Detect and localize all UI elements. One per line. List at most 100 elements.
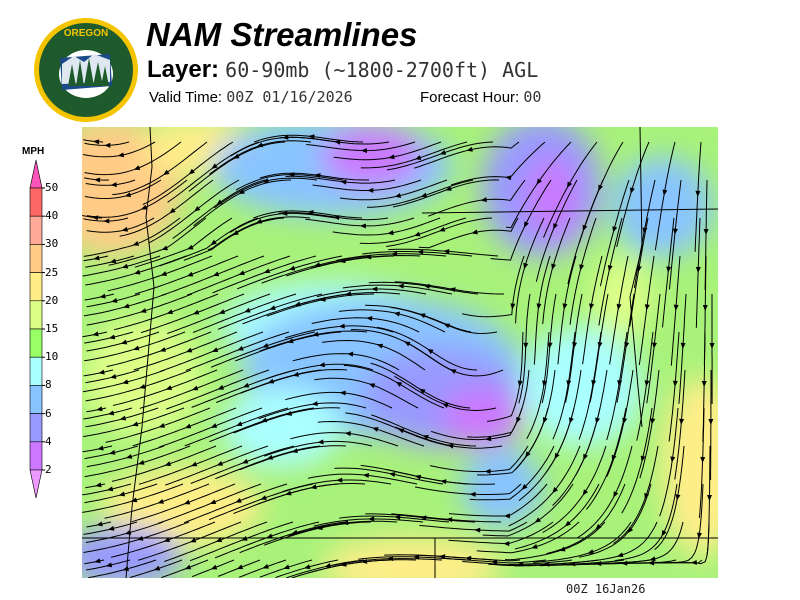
streamline-arrow — [339, 390, 346, 396]
streamline — [659, 407, 679, 517]
streamline — [322, 339, 426, 371]
streamline — [633, 179, 656, 289]
legend-tick-label: 6 — [45, 406, 52, 420]
streamline-arrow — [312, 331, 319, 337]
streamline-arrow — [338, 323, 345, 329]
streamline-arrow — [534, 517, 541, 523]
streamline-arrow — [536, 303, 542, 310]
streamline — [84, 331, 134, 344]
streamline — [111, 445, 217, 482]
streamline-arrow — [449, 287, 456, 293]
streamline-arrow — [413, 554, 420, 560]
streamline-arrow — [132, 240, 140, 246]
wind-streamline-map — [82, 127, 718, 578]
streamline-arrow — [551, 263, 557, 270]
streamline-arrow — [503, 513, 510, 519]
streamline-arrow — [583, 453, 588, 461]
streamline — [578, 141, 624, 243]
streamline — [229, 212, 337, 233]
streamline — [410, 554, 521, 562]
streamline-arrow — [640, 455, 646, 462]
streamline — [307, 559, 417, 574]
streamline — [515, 217, 545, 324]
legend-tick-label: 50 — [45, 181, 59, 194]
streamline-arrow — [613, 491, 619, 498]
streamline — [214, 177, 318, 209]
streamline-arrow — [485, 436, 492, 442]
streamline — [565, 293, 583, 403]
streamline-arrow — [92, 331, 99, 337]
streamline — [388, 248, 499, 257]
streamline — [311, 317, 420, 333]
streamline — [594, 521, 684, 565]
streamline-arrow — [547, 342, 553, 349]
streamline-arrow — [644, 380, 650, 387]
streamline-arrow — [210, 239, 217, 246]
streamline — [343, 364, 445, 409]
legend-swatch-20_25 — [29, 272, 43, 302]
streamline-arrow — [662, 189, 668, 196]
streamline-arrow — [695, 266, 701, 273]
streamline — [391, 513, 502, 523]
streamline-arrow — [188, 168, 195, 175]
legend-swatch-30_40 — [29, 215, 43, 245]
streamline-arrow — [697, 532, 702, 539]
streamline — [339, 515, 450, 523]
streamline-arrow — [235, 498, 242, 503]
streamline-arrow — [525, 451, 531, 458]
streamline-arrow — [345, 291, 352, 297]
streamline — [212, 255, 317, 294]
forecast-hour: Forecast Hour: 00 — [420, 88, 541, 106]
streamline — [317, 420, 425, 447]
streamline — [104, 483, 210, 519]
streamline-arrow — [438, 226, 446, 232]
streamline-arrow — [336, 477, 343, 483]
streamline — [86, 179, 188, 218]
streamline — [678, 293, 687, 404]
streamline — [161, 559, 209, 578]
streamline-arrow — [372, 427, 379, 432]
streamline — [609, 255, 629, 365]
streamline-arrow — [281, 210, 288, 216]
streamline-arrow — [103, 218, 110, 224]
streamline — [345, 412, 451, 447]
streamline — [543, 141, 598, 238]
streamline-arrow — [648, 560, 655, 566]
streamline-arrow — [362, 472, 370, 478]
streamline-arrow — [387, 556, 394, 562]
streamline-arrow — [394, 193, 402, 198]
streamline — [258, 402, 367, 420]
streamline-arrow — [121, 226, 128, 232]
streamline-arrow — [140, 204, 148, 210]
streamline — [139, 369, 244, 409]
legend-tick-label: 2 — [45, 463, 52, 476]
streamline — [429, 445, 529, 473]
streamline-arrow — [283, 564, 290, 570]
streamline — [614, 483, 678, 562]
streamline-arrow — [439, 149, 447, 155]
streamline-arrow — [120, 339, 128, 345]
oregon-forestry-logo: OREGON — [34, 18, 138, 122]
streamline-arrow — [118, 491, 126, 497]
streamline-arrow — [471, 229, 478, 235]
streamline — [112, 141, 208, 196]
streamline-arrow — [333, 215, 340, 221]
streamline-arrow — [310, 484, 317, 490]
streamline — [386, 141, 494, 171]
streamline — [414, 483, 522, 495]
streamline — [508, 445, 581, 527]
streamline — [621, 407, 653, 514]
streamline-arrow — [360, 148, 367, 154]
boundaries — [82, 127, 718, 578]
streamline — [259, 330, 368, 352]
streamline — [504, 521, 606, 561]
streamline-arrow — [661, 530, 667, 537]
streamline-arrow — [211, 347, 219, 352]
streamline — [159, 407, 263, 448]
streamline-arrow — [194, 205, 201, 212]
streamline — [578, 483, 652, 558]
streamline — [158, 483, 262, 524]
streamline — [164, 521, 268, 562]
streamline — [85, 179, 136, 186]
streamline-arrow — [595, 523, 602, 530]
